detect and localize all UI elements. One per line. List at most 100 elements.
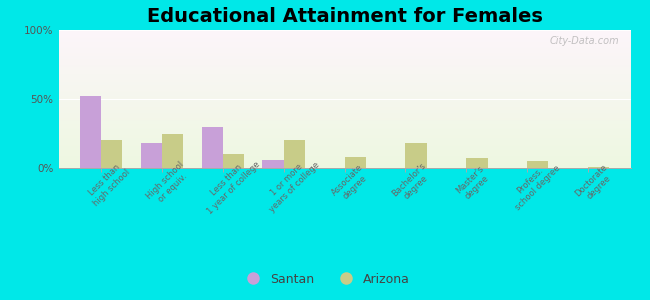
Bar (58, 20, 630, 158)
Bar (588, 167, 609, 168)
Bar (58, 0, 630, 98)
Text: Doctorate
degree: Doctorate degree (573, 162, 616, 206)
Bar (80, 96, 101, 168)
Bar (58, 0, 630, 132)
Bar (58, 11, 630, 149)
Bar (58, 0, 630, 40)
Bar (406, 143, 426, 168)
Bar (58, 0, 630, 59)
Bar (58, 0, 630, 106)
Bar (58, 0, 630, 99)
Bar (140, 143, 162, 168)
Bar (58, 0, 630, 46)
Text: Associate
degree: Associate degree (330, 163, 372, 205)
Bar (58, 0, 630, 66)
Bar (58, 0, 630, 117)
Bar (58, 0, 630, 129)
Bar (58, 0, 630, 82)
Bar (58, 0, 630, 127)
Bar (58, 0, 630, 116)
Bar (58, 0, 630, 87)
Bar (58, 0, 630, 34)
Bar (58, 0, 630, 128)
Bar (58, 0, 630, 107)
Bar (58, 0, 630, 42)
Bar (58, 0, 630, 52)
Bar (162, 134, 183, 168)
Text: Less than
1 year of college: Less than 1 year of college (198, 152, 261, 216)
Bar (58, 0, 630, 70)
Bar (58, 0, 630, 92)
Bar (58, 0, 630, 110)
Bar (58, 1, 630, 139)
Text: City-Data.com: City-Data.com (549, 35, 619, 46)
Bar (58, 15, 630, 153)
Bar (58, 0, 630, 45)
Bar (58, 0, 630, 135)
Bar (58, 0, 630, 109)
Bar (58, 30, 630, 168)
Bar (58, 0, 630, 33)
Bar (58, 0, 630, 38)
Bar (58, 0, 630, 114)
Bar (58, 0, 630, 44)
Bar (283, 140, 305, 168)
Bar (58, 0, 630, 77)
Bar (58, 0, 630, 134)
Bar (58, 27, 630, 165)
Bar (58, 0, 630, 71)
Bar (58, 0, 630, 131)
Bar (58, 0, 630, 60)
Bar (58, 28, 630, 167)
Bar (58, 0, 630, 58)
Bar (58, 0, 630, 91)
Bar (58, 0, 630, 121)
Bar (58, 0, 630, 94)
Bar (58, 26, 630, 164)
Bar (58, 0, 630, 56)
Bar (58, 16, 630, 154)
Bar (58, 0, 630, 64)
Bar (58, 0, 630, 62)
Bar (58, 0, 630, 49)
Bar (58, 14, 630, 152)
Text: Profess.
school degree: Profess. school degree (506, 156, 562, 212)
Text: 1 or more
years of college: 1 or more years of college (260, 153, 321, 214)
Bar (58, 0, 630, 120)
Bar (527, 161, 549, 168)
Bar (58, 0, 630, 32)
Bar (58, 0, 630, 113)
Bar (58, 0, 630, 76)
Bar (58, 5, 630, 143)
Bar (58, 0, 630, 96)
Bar (58, 25, 630, 163)
Title: Educational Attainment for Females: Educational Attainment for Females (146, 7, 543, 26)
Bar (58, 0, 630, 78)
Bar (58, 0, 630, 80)
Bar (58, 0, 630, 53)
Bar (58, 0, 630, 85)
Bar (58, 0, 630, 103)
Bar (202, 127, 223, 168)
Bar (58, 18, 630, 156)
Bar (58, 0, 630, 63)
Legend: Santan, Arizona: Santan, Arizona (235, 268, 415, 291)
Bar (58, 0, 630, 136)
Bar (58, 0, 630, 41)
Bar (58, 9, 630, 147)
Bar (58, 7, 630, 145)
Bar (58, 0, 630, 122)
Text: Master's
degree: Master's degree (454, 164, 493, 203)
Bar (58, 0, 630, 37)
Bar (223, 154, 244, 168)
Bar (58, 0, 630, 104)
Bar (58, 22, 630, 160)
Bar (58, 12, 630, 150)
Bar (58, 0, 630, 88)
Bar (58, 0, 630, 89)
Bar (344, 157, 366, 168)
Bar (263, 160, 283, 168)
Bar (58, 0, 630, 138)
Bar (58, 0, 630, 74)
Bar (58, 0, 630, 73)
